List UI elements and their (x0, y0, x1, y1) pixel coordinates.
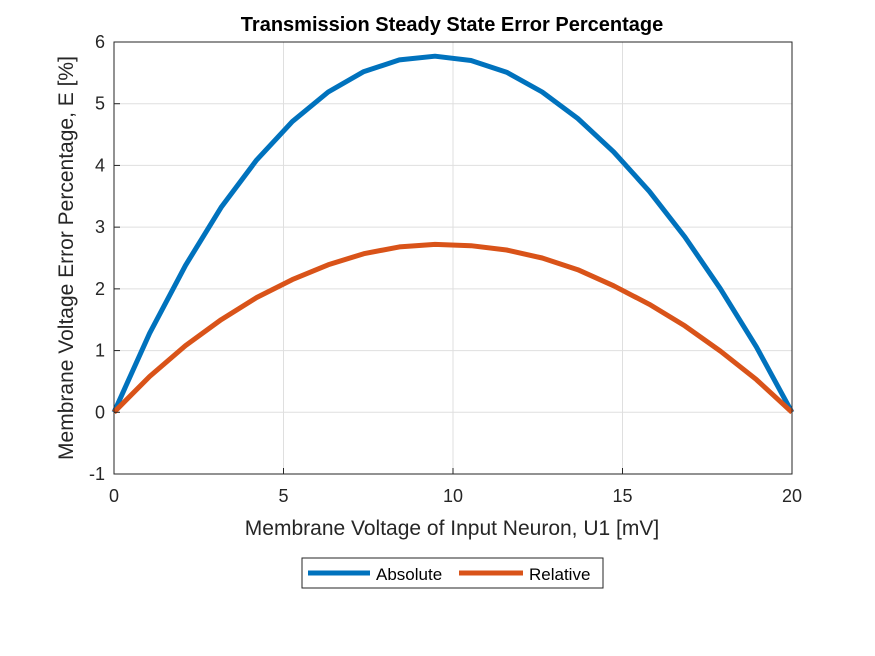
x-tick-label: 0 (109, 486, 119, 506)
series-line-relative (112, 241, 794, 415)
y-tick-label: 0 (95, 402, 105, 422)
y-tick-label: 1 (95, 341, 105, 361)
chart-title: Transmission Steady State Error Percenta… (241, 14, 663, 36)
legend[interactable]: Absolute Relative (301, 557, 604, 589)
x-tick-label: 5 (278, 486, 288, 506)
y-tick-label: 3 (95, 217, 105, 237)
y-tick-label: -1 (89, 464, 105, 484)
y-tick-label: 5 (95, 94, 105, 114)
legend-label-relative: Relative (529, 565, 590, 584)
y-axis-label: Membrane Voltage Error Percentage, E [%] (55, 56, 78, 460)
x-tick-label: 20 (782, 486, 802, 506)
legend-label-absolute: Absolute (376, 565, 442, 584)
x-axis-label: Membrane Voltage of Input Neuron, U1 [mV… (245, 517, 659, 540)
series-lines (111, 53, 795, 415)
x-tick-label: 10 (443, 486, 463, 506)
y-tick-label: 2 (95, 279, 105, 299)
y-tick-label: 6 (95, 32, 105, 52)
x-tick-label: 15 (612, 486, 632, 506)
y-tick-label: 4 (95, 155, 105, 175)
series-line-absolute (111, 53, 795, 414)
